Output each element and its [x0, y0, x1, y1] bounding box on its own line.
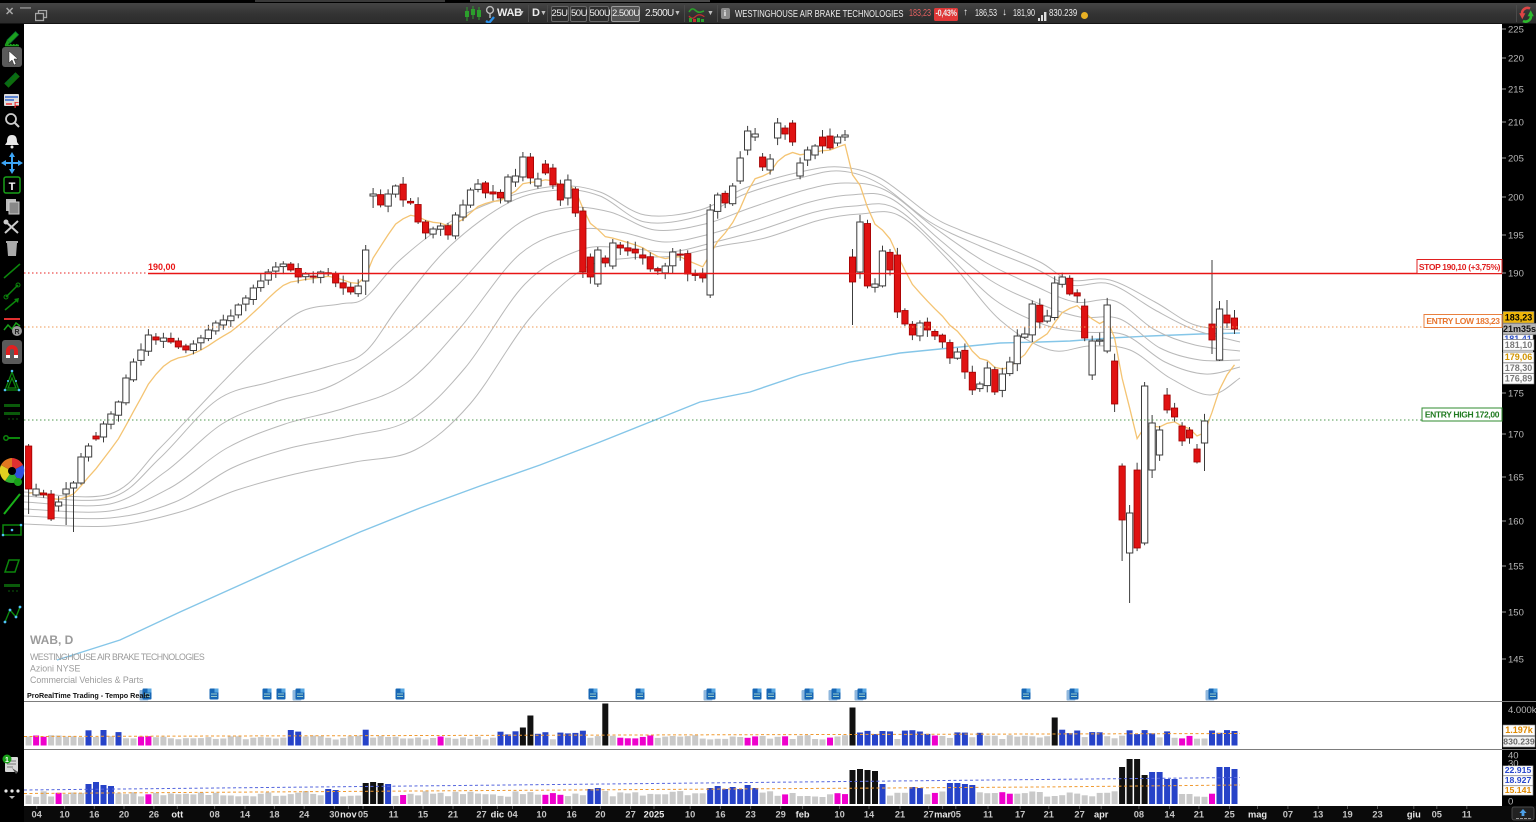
- svg-text:200: 200: [1508, 193, 1524, 204]
- svg-text:160: 160: [1508, 517, 1524, 528]
- svg-text:179,06: 179,06: [1505, 352, 1533, 362]
- svg-text:05: 05: [951, 810, 961, 820]
- svg-text:20: 20: [119, 810, 129, 820]
- svg-text:05: 05: [358, 810, 368, 820]
- svg-text:195: 195: [1508, 231, 1524, 242]
- svg-text:155: 155: [1508, 562, 1524, 573]
- svg-text:183,23: 183,23: [1505, 313, 1533, 323]
- svg-text:2025: 2025: [644, 810, 665, 820]
- svg-text:23: 23: [745, 810, 755, 820]
- svg-text:11: 11: [389, 810, 399, 820]
- svg-text:10: 10: [536, 810, 546, 820]
- svg-text:175: 175: [1508, 389, 1524, 400]
- svg-text:11: 11: [983, 810, 993, 820]
- svg-text:18: 18: [269, 810, 279, 820]
- svg-text:nov: nov: [340, 810, 357, 820]
- svg-text:feb: feb: [796, 810, 810, 820]
- svg-text:15: 15: [418, 810, 428, 820]
- svg-text:26: 26: [149, 810, 159, 820]
- svg-text:10: 10: [834, 810, 844, 820]
- svg-text:24: 24: [299, 810, 310, 820]
- svg-text:mag: mag: [1248, 810, 1267, 820]
- svg-text:T: T: [9, 181, 16, 193]
- svg-text:150: 150: [1508, 608, 1524, 619]
- svg-text:ProRealTime Trading - Tempo Re: ProRealTime Trading - Tempo Reale: [27, 691, 149, 700]
- svg-text:F: F: [14, 101, 19, 110]
- svg-text:STOP 190,10 (+3,75%): STOP 190,10 (+3,75%): [1419, 262, 1501, 272]
- svg-text:830.239: 830.239: [1503, 737, 1535, 747]
- svg-text:21: 21: [1194, 810, 1204, 820]
- svg-text:05: 05: [1432, 810, 1442, 820]
- svg-text:giu: giu: [1407, 810, 1421, 820]
- svg-text:1.197k: 1.197k: [1505, 725, 1534, 735]
- svg-text:27: 27: [625, 810, 635, 820]
- svg-text:apr: apr: [1094, 810, 1109, 820]
- svg-text:16: 16: [715, 810, 725, 820]
- svg-text:ott: ott: [171, 810, 183, 820]
- svg-text:210: 210: [1508, 118, 1524, 129]
- svg-text:20: 20: [595, 810, 605, 820]
- svg-text:WAB, D: WAB, D: [30, 633, 74, 647]
- svg-text:ENTRY LOW 183,23: ENTRY LOW 183,23: [1426, 316, 1500, 326]
- svg-text:225: 225: [1508, 25, 1524, 36]
- svg-text:190,00: 190,00: [148, 262, 176, 272]
- svg-text:WESTINGHOUSE AIR BRAKE TECHNOL: WESTINGHOUSE AIR BRAKE TECHNOLOGIES: [30, 652, 205, 662]
- svg-text:Commercial Vehicles & Parts: Commercial Vehicles & Parts: [30, 675, 144, 685]
- svg-text:21: 21: [1044, 810, 1054, 820]
- svg-text:181,41: 181,41: [1504, 334, 1532, 344]
- svg-text:27: 27: [924, 810, 934, 820]
- svg-text:04: 04: [507, 810, 518, 820]
- svg-text:10: 10: [59, 810, 69, 820]
- svg-text:13: 13: [1313, 810, 1323, 820]
- svg-text:04: 04: [32, 810, 43, 820]
- svg-text:1: 1: [5, 757, 9, 764]
- svg-text:21: 21: [448, 810, 458, 820]
- svg-text:4.000k: 4.000k: [1508, 705, 1536, 716]
- svg-text:dic: dic: [491, 810, 504, 820]
- svg-text:30: 30: [329, 810, 339, 820]
- svg-text:145: 145: [1508, 655, 1524, 666]
- svg-text:21: 21: [895, 810, 905, 820]
- svg-text:178,30: 178,30: [1505, 363, 1533, 373]
- svg-text:23: 23: [1372, 810, 1382, 820]
- svg-text:165: 165: [1508, 473, 1524, 484]
- svg-text:215: 215: [1508, 85, 1524, 96]
- svg-text:22.915: 22.915: [1505, 765, 1532, 775]
- svg-text:ENTRY HIGH 172,00: ENTRY HIGH 172,00: [1425, 409, 1500, 419]
- svg-text:27: 27: [476, 810, 486, 820]
- svg-text:19: 19: [1342, 810, 1352, 820]
- svg-text:18.927: 18.927: [1505, 775, 1532, 785]
- svg-text:176,89: 176,89: [1505, 374, 1533, 384]
- svg-text:21m35s: 21m35s: [1503, 324, 1536, 334]
- svg-text:205: 205: [1508, 154, 1524, 165]
- svg-text:40: 40: [1508, 751, 1519, 762]
- svg-text:220: 220: [1508, 54, 1524, 65]
- svg-text:mar: mar: [934, 810, 951, 820]
- svg-text:15.141: 15.141: [1505, 785, 1532, 795]
- svg-text:17: 17: [1015, 810, 1025, 820]
- svg-text:16: 16: [567, 810, 577, 820]
- svg-text:16: 16: [89, 810, 99, 820]
- svg-text:0: 0: [1508, 797, 1513, 808]
- svg-text:08: 08: [1134, 810, 1144, 820]
- svg-text:14: 14: [1164, 810, 1175, 820]
- svg-text:R: R: [14, 329, 19, 336]
- svg-text:14: 14: [864, 810, 875, 820]
- svg-text:170: 170: [1508, 430, 1524, 441]
- svg-text:27: 27: [1074, 810, 1084, 820]
- svg-text:30: 30: [1508, 759, 1519, 770]
- svg-text:Azioni NYSE: Azioni NYSE: [30, 664, 80, 674]
- svg-text:29: 29: [776, 810, 786, 820]
- svg-text:181,10: 181,10: [1505, 340, 1533, 350]
- svg-text:07: 07: [1283, 810, 1293, 820]
- svg-text:25: 25: [1224, 810, 1234, 820]
- svg-text:190: 190: [1508, 269, 1524, 280]
- svg-text:08: 08: [209, 810, 219, 820]
- svg-text:11: 11: [1462, 810, 1472, 820]
- svg-text:10: 10: [685, 810, 695, 820]
- svg-text:14: 14: [240, 810, 251, 820]
